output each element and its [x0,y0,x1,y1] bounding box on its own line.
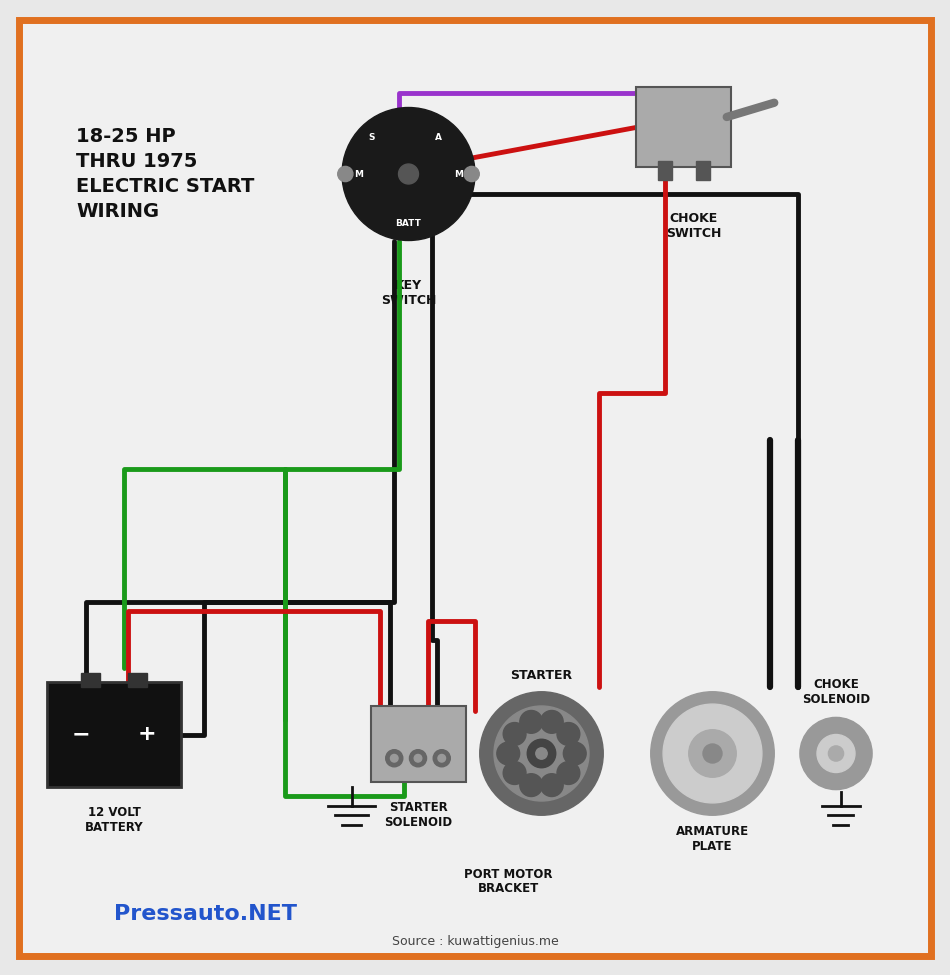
Text: M: M [454,170,463,178]
Text: PORT MOTOR
BRACKET: PORT MOTOR BRACKET [464,868,553,895]
Circle shape [497,742,520,765]
Circle shape [541,711,563,733]
Text: Source : kuwattigenius.me: Source : kuwattigenius.me [391,935,559,949]
Circle shape [504,761,526,785]
Text: BATT: BATT [395,219,422,228]
Bar [658,161,672,179]
FancyBboxPatch shape [370,706,466,782]
FancyBboxPatch shape [48,682,180,787]
Circle shape [817,734,855,772]
Circle shape [390,755,398,762]
Text: CHOKE
SWITCH: CHOKE SWITCH [666,212,721,240]
Text: A: A [435,133,442,142]
Circle shape [557,722,580,745]
Circle shape [337,167,353,181]
Circle shape [494,706,589,801]
Text: CHOKE
SOLENOID: CHOKE SOLENOID [802,678,870,706]
Circle shape [386,750,403,766]
Circle shape [527,739,556,767]
Text: M: M [354,170,363,178]
Circle shape [703,744,722,763]
Circle shape [520,774,542,797]
Circle shape [342,107,475,241]
Circle shape [557,761,580,785]
FancyBboxPatch shape [636,87,732,168]
Text: +: + [138,724,157,745]
Bar [128,673,147,687]
Circle shape [433,750,450,766]
Text: 12 VOLT
BATTERY: 12 VOLT BATTERY [85,805,143,834]
Circle shape [480,691,603,815]
Circle shape [563,742,586,765]
Bar [696,161,710,179]
Text: Pressauto.NET: Pressauto.NET [114,905,297,924]
Text: −: − [71,724,90,745]
Text: ARMATURE
PLATE: ARMATURE PLATE [676,825,749,853]
Text: STARTER
SOLENOID: STARTER SOLENOID [384,801,452,829]
Circle shape [651,691,774,815]
Circle shape [464,167,480,181]
Bar [81,673,100,687]
Text: 18-25 HP
THRU 1975
ELECTRIC START
WIRING: 18-25 HP THRU 1975 ELECTRIC START WIRING [76,127,255,220]
Text: KEY
SWITCH: KEY SWITCH [381,279,436,306]
Circle shape [409,750,427,766]
Circle shape [828,746,844,761]
Text: S: S [369,133,375,142]
Circle shape [663,704,762,802]
Circle shape [438,755,446,762]
Circle shape [399,164,418,184]
Circle shape [689,729,736,777]
Circle shape [504,722,526,745]
Circle shape [520,711,542,733]
Circle shape [536,748,547,760]
Circle shape [414,755,422,762]
Circle shape [541,774,563,797]
Text: STARTER: STARTER [510,669,573,682]
Circle shape [800,718,872,790]
